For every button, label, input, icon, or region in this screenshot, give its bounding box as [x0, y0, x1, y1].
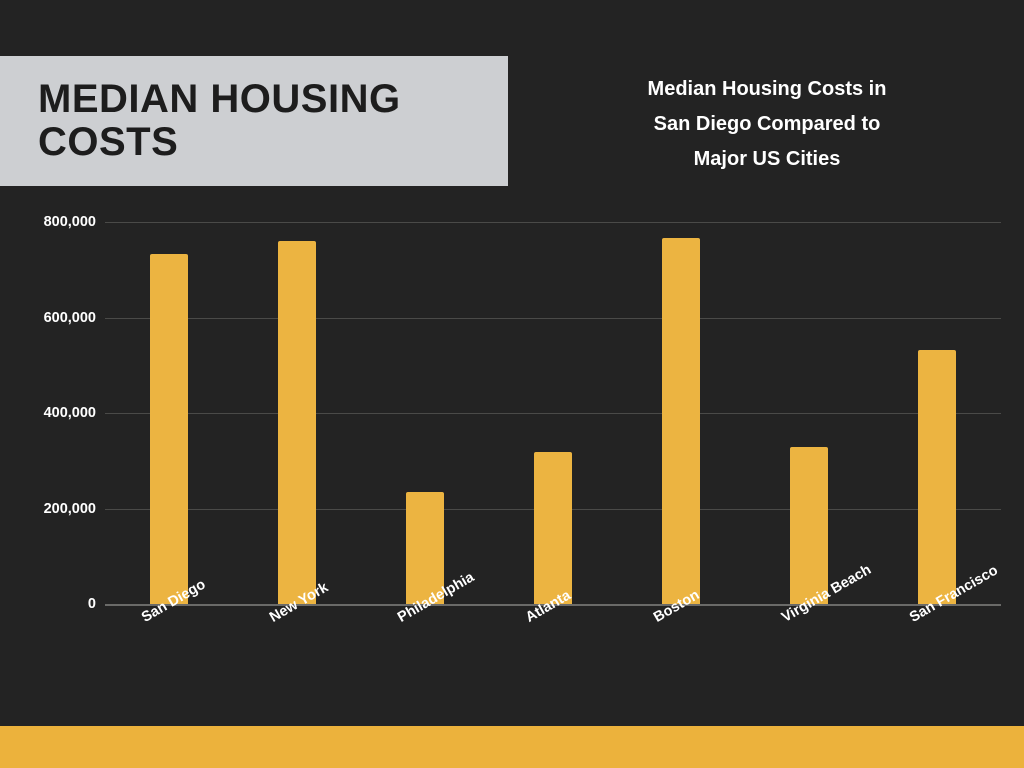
plot-area [105, 222, 1001, 606]
footer-accent-bar [0, 726, 1024, 768]
chart-subtitle-line-3: Major US Cities [693, 148, 841, 170]
gridline [105, 222, 1001, 223]
bar[interactable] [278, 241, 316, 604]
bar[interactable] [790, 446, 828, 604]
page-title-line-2: COSTS [38, 120, 179, 165]
bar-chart: 0 200,000 400,000 600,000 800,000 San Diego N… [43, 214, 1001, 626]
gridline [105, 413, 1001, 414]
chart-subtitle: Median Housing Costs in San Diego Compar… [560, 72, 974, 177]
bar[interactable] [534, 452, 572, 604]
bar[interactable] [150, 254, 188, 604]
bar[interactable] [918, 349, 956, 604]
chart-subtitle-line-1: Median Housing Costs in [647, 78, 887, 100]
page-title-line-1: MEDIAN HOUSING [38, 77, 401, 121]
title-panel: MEDIAN HOUSING COSTS [0, 56, 508, 186]
bar[interactable] [406, 491, 444, 604]
page-title: MEDIAN HOUSING COSTS [38, 77, 478, 165]
gridline [105, 317, 1001, 319]
y-axis-tick-label: 400,000 [43, 405, 96, 421]
y-axis-tick-label: 200,000 [43, 500, 96, 517]
y-axis-tick-label: 600,000 [43, 309, 96, 326]
x-axis-line [105, 604, 1001, 606]
y-axis-tick-label: 800,000 [43, 214, 96, 230]
y-axis-tick-label: 0 [87, 596, 96, 612]
bar[interactable] [662, 238, 700, 604]
chart-subtitle-line-2: San Diego Compared to [653, 113, 881, 135]
